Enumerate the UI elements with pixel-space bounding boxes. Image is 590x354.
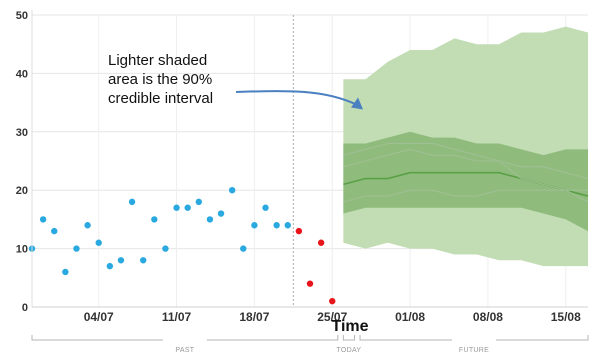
data-point (140, 257, 147, 264)
data-point (240, 245, 247, 252)
data-point (162, 245, 169, 252)
point-layer (28, 187, 336, 305)
data-point (51, 227, 58, 235)
forecast-line (343, 189, 588, 203)
x-tick-label: 18/07 (239, 310, 269, 324)
annotation-text-line: Lighter shaded (108, 52, 207, 69)
data-point (128, 198, 136, 206)
y-tick-label: 10 (16, 244, 28, 256)
data-point (206, 216, 214, 223)
x-tick-label: 11/07 (162, 310, 192, 324)
annotation-layer: Lighter shaded area is the 90% credible in… (108, 52, 364, 110)
data-point (284, 222, 291, 229)
forecast-line (343, 142, 589, 180)
y-tick-label: 30 (16, 127, 28, 139)
x-tick-label: 08/08 (473, 310, 503, 324)
data-point (95, 239, 102, 246)
annotation-text-line: credible interval (108, 90, 213, 107)
data-point (329, 297, 336, 305)
segment-label: PAST (175, 347, 194, 354)
y-tick-label: 20 (16, 185, 28, 197)
data-point (106, 262, 114, 270)
x-axis-label: Time (332, 318, 369, 335)
credible-interval-band (343, 131, 588, 232)
x-tick-label: 25/07 (317, 310, 347, 324)
data-point (262, 204, 269, 211)
data-point (84, 222, 91, 229)
data-point (62, 268, 69, 276)
data-point (184, 204, 191, 211)
data-point (39, 216, 47, 223)
annotation-arrow (235, 90, 357, 106)
segment-bracket (359, 335, 589, 341)
x-tick-label: 01/08 (395, 310, 425, 324)
y-tick-label: 50 (16, 10, 28, 22)
annotation-arrowhead (351, 97, 364, 110)
forecast-line (343, 148, 589, 203)
x-tick-label: 04/07 (84, 310, 114, 324)
data-point (117, 257, 125, 264)
x-tick-label: 15/08 (551, 310, 581, 324)
data-point (317, 239, 325, 246)
data-point (195, 198, 202, 206)
data-point (217, 210, 225, 217)
data-point (151, 216, 158, 223)
y-tick-label: 40 (16, 68, 28, 80)
line-layer (343, 142, 589, 203)
segment-label: TODAY (336, 347, 361, 354)
band-layer (343, 26, 588, 267)
data-point (295, 227, 303, 235)
data-point (173, 204, 180, 211)
y-tick-label: 0 (22, 302, 28, 314)
data-point (306, 280, 314, 287)
data-point (228, 187, 236, 194)
data-point (251, 222, 258, 229)
annotation-text-line: area is the 90% (108, 71, 212, 88)
data-point (273, 222, 280, 229)
data-point (73, 245, 80, 252)
segment-bracket (31, 335, 339, 341)
segment-bracket (342, 335, 355, 341)
segment-label: FUTURE (459, 347, 489, 354)
axis-layer: 0 10 20 30 40 50 04/07 11/07 18/07 25/07 01/08 08/0… (16, 10, 589, 354)
